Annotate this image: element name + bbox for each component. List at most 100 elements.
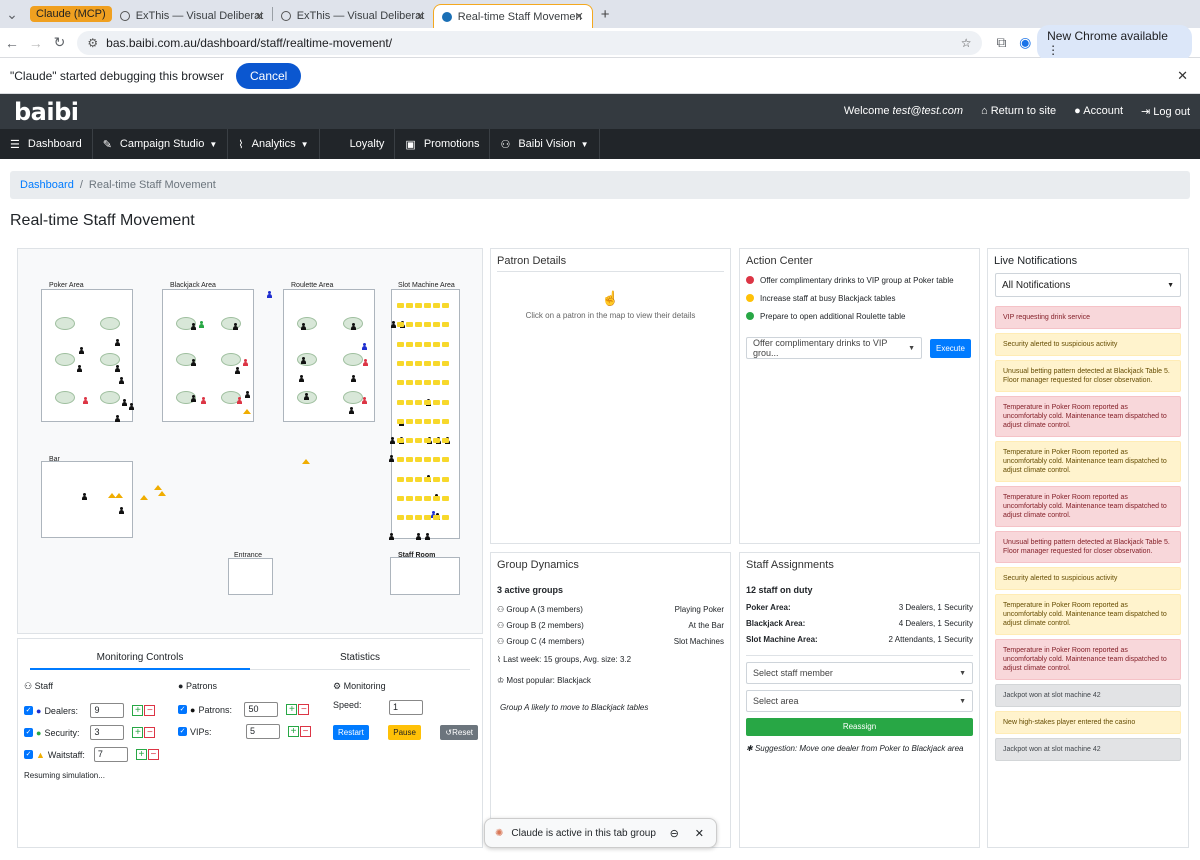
- dealers-minus-button[interactable]: −: [144, 705, 156, 716]
- staff-room-zone[interactable]: [390, 557, 460, 595]
- person-marker[interactable]: [242, 359, 249, 366]
- slot-machine[interactable]: [415, 496, 422, 501]
- person-marker[interactable]: [424, 533, 431, 540]
- restart-button[interactable]: Restart: [333, 725, 369, 740]
- casino-floor-map[interactable]: Poker Area Blackjack Area Roulette Area …: [17, 248, 483, 634]
- dealers-checkbox[interactable]: ✓: [24, 706, 33, 715]
- waitstaff-count-input[interactable]: 7: [93, 747, 128, 762]
- slot-machine[interactable]: [424, 322, 431, 328]
- slot-machine[interactable]: [424, 303, 431, 308]
- person-marker[interactable]: [114, 365, 121, 372]
- patrons-count-input[interactable]: 50: [244, 702, 279, 717]
- person-marker[interactable]: [390, 321, 397, 328]
- waitstaff-marker[interactable]: [158, 491, 166, 496]
- person-marker[interactable]: [234, 367, 241, 374]
- patrons-minus-button[interactable]: −: [298, 704, 310, 715]
- slot-machine[interactable]: [406, 399, 413, 405]
- slot-machine[interactable]: [397, 341, 404, 347]
- person-marker[interactable]: [78, 347, 85, 354]
- person-marker[interactable]: [128, 403, 135, 410]
- slot-machine[interactable]: [415, 515, 422, 521]
- game-table[interactable]: [221, 353, 241, 366]
- menu-promotions[interactable]: ▣ Promotions: [395, 129, 491, 159]
- slot-machine[interactable]: [415, 322, 422, 328]
- game-table[interactable]: [55, 391, 75, 404]
- person-marker[interactable]: [190, 395, 197, 402]
- slot-machine[interactable]: [433, 496, 440, 501]
- slot-machine[interactable]: [406, 380, 413, 386]
- tab-group-chip[interactable]: Claude (MCP): [30, 6, 112, 22]
- slot-machine[interactable]: [442, 496, 449, 501]
- waitstaff-marker[interactable]: [140, 495, 148, 500]
- action-item[interactable]: Increase staff at busy Blackjack tables: [746, 289, 973, 307]
- slot-machine[interactable]: [433, 515, 440, 521]
- breadcrumb-dashboard-link[interactable]: Dashboard: [20, 179, 74, 191]
- slot-machine[interactable]: [442, 399, 449, 405]
- waitstaff-marker[interactable]: [108, 493, 116, 498]
- slot-machine[interactable]: [415, 341, 422, 347]
- person-marker[interactable]: [190, 323, 197, 330]
- slot-machine[interactable]: [442, 322, 449, 328]
- slot-machine[interactable]: [397, 399, 404, 405]
- slot-machine[interactable]: [397, 515, 404, 521]
- browser-tab[interactable]: ExThis — Visual Deliberat ✕: [112, 4, 272, 28]
- tab-search-icon[interactable]: ⌄: [6, 5, 18, 22]
- slot-machine[interactable]: [433, 380, 440, 386]
- bookmark-star-icon[interactable]: ☆: [960, 35, 972, 50]
- slot-machine[interactable]: [397, 303, 404, 308]
- site-logo[interactable]: baibi: [14, 97, 79, 126]
- slot-machine[interactable]: [406, 496, 413, 501]
- security-count-input[interactable]: 3: [90, 725, 125, 740]
- person-marker[interactable]: [415, 533, 422, 540]
- close-icon[interactable]: ✕: [254, 10, 264, 23]
- slot-machine[interactable]: [397, 457, 404, 463]
- reset-button[interactable]: ↺Reset: [440, 725, 478, 740]
- back-icon[interactable]: ←: [4, 34, 19, 51]
- menu-analytics[interactable]: ⌇ Analytics ▼: [228, 129, 320, 159]
- cancel-debug-button[interactable]: Cancel: [235, 62, 302, 89]
- person-marker[interactable]: [190, 359, 197, 366]
- close-icon[interactable]: ✕: [694, 827, 704, 840]
- pause-button[interactable]: Pause: [388, 725, 421, 740]
- person-marker[interactable]: [361, 343, 368, 350]
- slot-machine[interactable]: [433, 341, 440, 347]
- notification-filter-select[interactable]: All Notifications ▼: [995, 273, 1181, 297]
- site-info-icon[interactable]: ⚙: [87, 35, 99, 50]
- person-marker[interactable]: [76, 365, 83, 372]
- slot-machine[interactable]: [442, 303, 449, 308]
- person-marker[interactable]: [121, 399, 128, 406]
- new-chrome-button[interactable]: New Chrome available ⋮: [1037, 24, 1193, 61]
- slot-machine[interactable]: [442, 360, 449, 366]
- tab-monitoring-controls[interactable]: Monitoring Controls: [30, 647, 250, 670]
- tab-statistics[interactable]: Statistics: [250, 647, 470, 670]
- game-table[interactable]: [343, 353, 363, 366]
- slot-machine[interactable]: [406, 515, 413, 521]
- game-table[interactable]: [55, 353, 75, 366]
- action-item[interactable]: Offer complimentary drinks to VIP group …: [746, 271, 973, 289]
- slot-machine[interactable]: [424, 341, 431, 347]
- person-marker[interactable]: [300, 323, 307, 330]
- slot-machine[interactable]: [433, 457, 440, 463]
- slot-machine[interactable]: [397, 476, 404, 482]
- waitstaff-marker[interactable]: [154, 485, 162, 490]
- slot-machine[interactable]: [415, 418, 422, 424]
- slot-machine[interactable]: [406, 438, 413, 444]
- menu-campaign-studio[interactable]: ✎ Campaign Studio ▼: [93, 129, 229, 159]
- waitstaff-marker[interactable]: [243, 409, 251, 414]
- person-marker[interactable]: [114, 415, 121, 422]
- person-marker[interactable]: [198, 321, 205, 328]
- person-marker[interactable]: [82, 397, 89, 404]
- slot-machine[interactable]: [415, 360, 422, 366]
- slot-machine[interactable]: [415, 457, 422, 463]
- slot-machine[interactable]: [424, 496, 431, 501]
- game-table[interactable]: [100, 353, 120, 366]
- slot-machine[interactable]: [424, 360, 431, 366]
- person-marker[interactable]: [350, 323, 357, 330]
- security-plus-button[interactable]: +: [132, 727, 144, 738]
- close-icon[interactable]: ✕: [574, 11, 584, 23]
- slot-machine[interactable]: [433, 322, 440, 328]
- slot-machine[interactable]: [424, 418, 431, 424]
- slot-machine[interactable]: [424, 399, 431, 405]
- execute-button[interactable]: Execute: [930, 338, 971, 358]
- security-checkbox[interactable]: ✓: [24, 728, 33, 737]
